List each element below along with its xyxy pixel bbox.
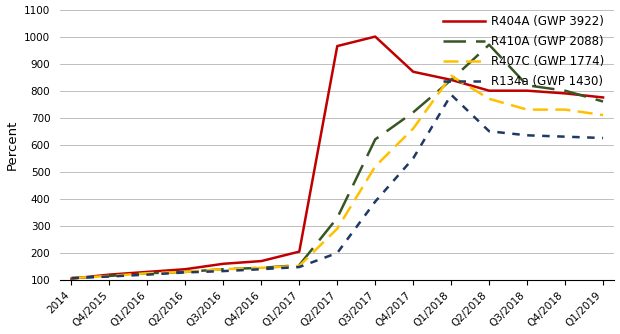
R407C (GWP 1774) [485, 97, 493, 101]
R407C (GWP 1774) [371, 164, 379, 168]
R407C (GWP 1774) [409, 127, 417, 131]
R407C (GWP 1774) [296, 264, 303, 268]
R404A (GWP 3922) [219, 262, 227, 266]
R410A (GWP 2088) [182, 270, 189, 274]
Y-axis label: Percent: Percent [6, 120, 19, 170]
Line: R404A (GWP 3922): R404A (GWP 3922) [71, 37, 603, 279]
R410A (GWP 2088) [409, 110, 417, 114]
R134a (GWP 1430) [485, 129, 493, 133]
R407C (GWP 1774) [334, 226, 341, 230]
R134a (GWP 1430) [68, 276, 75, 280]
R404A (GWP 3922) [409, 70, 417, 74]
Line: R407C (GWP 1774): R407C (GWP 1774) [71, 76, 603, 278]
R410A (GWP 2088) [371, 137, 379, 141]
R407C (GWP 1774) [68, 276, 75, 280]
R404A (GWP 3922) [257, 259, 265, 263]
R134a (GWP 1430) [182, 271, 189, 275]
R410A (GWP 2088) [523, 83, 531, 87]
R404A (GWP 3922) [561, 92, 569, 96]
R134a (GWP 1430) [600, 136, 607, 140]
R134a (GWP 1430) [334, 251, 341, 255]
R134a (GWP 1430) [144, 273, 151, 277]
R410A (GWP 2088) [68, 276, 75, 280]
R134a (GWP 1430) [409, 156, 417, 160]
R410A (GWP 2088) [296, 263, 303, 267]
R134a (GWP 1430) [371, 200, 379, 204]
R404A (GWP 3922) [334, 44, 341, 48]
R134a (GWP 1430) [296, 265, 303, 269]
R407C (GWP 1774) [561, 108, 569, 112]
R404A (GWP 3922) [144, 270, 151, 274]
R410A (GWP 2088) [561, 89, 569, 93]
Legend: R404A (GWP 3922), R410A (GWP 2088), R407C (GWP 1774), R134a (GWP 1430): R404A (GWP 3922), R410A (GWP 2088), R407… [438, 10, 609, 93]
R404A (GWP 3922) [448, 78, 455, 82]
R404A (GWP 3922) [68, 277, 75, 281]
R410A (GWP 2088) [257, 266, 265, 270]
R407C (GWP 1774) [106, 274, 113, 278]
R134a (GWP 1430) [106, 275, 113, 279]
R410A (GWP 2088) [448, 78, 455, 82]
R410A (GWP 2088) [144, 271, 151, 275]
R134a (GWP 1430) [523, 133, 531, 137]
R410A (GWP 2088) [600, 100, 607, 104]
R404A (GWP 3922) [106, 273, 113, 277]
R134a (GWP 1430) [561, 135, 569, 139]
R407C (GWP 1774) [219, 267, 227, 271]
R407C (GWP 1774) [257, 266, 265, 270]
R410A (GWP 2088) [106, 274, 113, 278]
R404A (GWP 3922) [485, 89, 493, 93]
R410A (GWP 2088) [219, 267, 227, 271]
R134a (GWP 1430) [257, 267, 265, 271]
R407C (GWP 1774) [448, 74, 455, 78]
R407C (GWP 1774) [144, 271, 151, 275]
R404A (GWP 3922) [371, 35, 379, 39]
R404A (GWP 3922) [296, 249, 303, 254]
R404A (GWP 3922) [523, 89, 531, 93]
Line: R134a (GWP 1430): R134a (GWP 1430) [71, 95, 603, 278]
R407C (GWP 1774) [600, 113, 607, 117]
R404A (GWP 3922) [182, 267, 189, 271]
R407C (GWP 1774) [182, 270, 189, 274]
R407C (GWP 1774) [523, 108, 531, 112]
R134a (GWP 1430) [448, 93, 455, 97]
R134a (GWP 1430) [219, 269, 227, 273]
R410A (GWP 2088) [334, 216, 341, 220]
R410A (GWP 2088) [485, 43, 493, 47]
Line: R410A (GWP 2088): R410A (GWP 2088) [71, 45, 603, 278]
R404A (GWP 3922) [600, 96, 607, 100]
